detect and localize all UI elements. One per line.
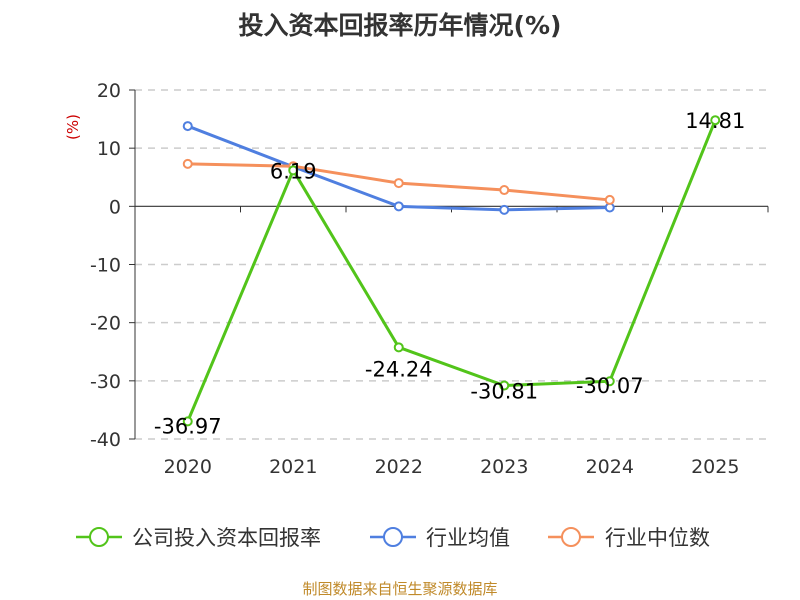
series-lines (182, 115, 721, 427)
x-tick-label: 2023 (480, 456, 528, 478)
y-tick-label: 10 (97, 138, 121, 160)
series-line-1 (187, 124, 610, 212)
data-point (499, 204, 510, 215)
y-tick-label: -40 (90, 429, 121, 451)
data-point (604, 194, 615, 205)
data-label: 14.81 (685, 109, 745, 133)
legend-marker (383, 527, 403, 547)
chart-title: 投入资本回报率历年情况(%) (238, 11, 562, 40)
data-label: -36.97 (154, 414, 222, 438)
legend-label: 行业均值 (426, 526, 510, 550)
grid-lines (135, 89, 768, 440)
data-point (393, 178, 404, 189)
x-tick-label: 2021 (269, 456, 317, 478)
data-point (182, 121, 193, 132)
data-label: 6.19 (270, 159, 317, 183)
x-tick-label: 2022 (375, 456, 423, 478)
x-tick-label: 2025 (691, 456, 739, 478)
x-tick-label: 2020 (164, 456, 212, 478)
axes: 20 10 0 -10 -20 -30 -40 2020 2021 2022 2023 2024 202… (64, 80, 769, 478)
data-point (604, 376, 615, 387)
legend-label: 行业中位数 (605, 526, 710, 550)
data-point (182, 416, 193, 427)
data-label: -30.81 (470, 380, 538, 404)
data-label: -30.07 (576, 374, 644, 398)
x-tick-label: 2024 (586, 456, 634, 478)
y-tick-label: 0 (109, 196, 121, 218)
source-note: 制图数据来自恒生聚源数据库 (302, 580, 498, 598)
series-line-0 (186, 119, 717, 422)
data-point (499, 185, 510, 196)
data-labels: -36.97 6.19 -24.24 -30.81 -30.07 14.81 (154, 109, 745, 438)
legend-label: 公司投入资本回报率 (132, 526, 321, 550)
y-tick-label: 20 (97, 80, 121, 102)
legend-marker (89, 527, 109, 547)
data-point (393, 342, 404, 353)
y-axis-unit: (%) (64, 114, 82, 140)
data-point (710, 115, 721, 126)
data-point (499, 380, 510, 391)
data-label: -24.24 (365, 357, 433, 381)
legend: 公司投入资本回报率 行业均值 行业中位数 (76, 526, 710, 550)
data-point (288, 165, 299, 176)
legend-marker (561, 527, 581, 547)
data-point (393, 201, 404, 212)
y-tick-label: -20 (90, 313, 121, 335)
y-tick-label: -30 (90, 371, 121, 393)
data-point (182, 158, 193, 169)
y-tick-label: -10 (90, 255, 121, 277)
